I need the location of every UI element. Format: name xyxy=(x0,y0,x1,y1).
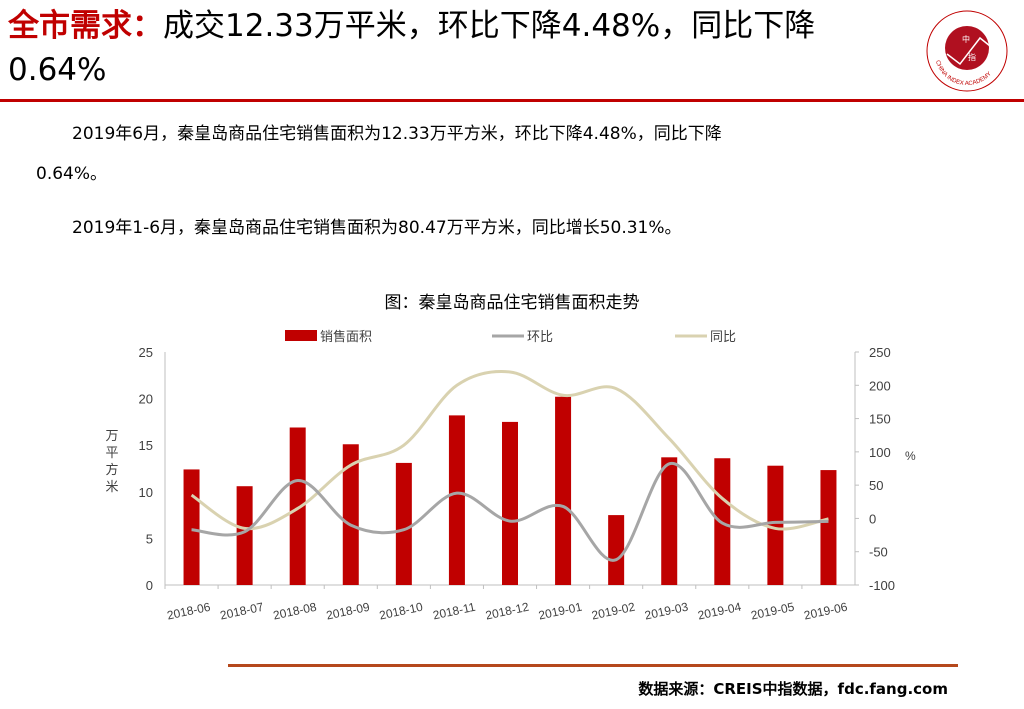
x-tick-label: 2019-01 xyxy=(537,600,583,623)
svg-text:中: 中 xyxy=(962,34,970,44)
y-tick-label: 0 xyxy=(146,578,153,593)
y-tick-label: 15 xyxy=(139,438,153,453)
title-highlight: 全市需求： xyxy=(8,8,163,44)
bar-2019-05 xyxy=(767,465,784,585)
y-tick-label: 5 xyxy=(146,531,153,546)
x-tick-label: 2019-02 xyxy=(590,600,636,623)
x-tick-label: 2018-07 xyxy=(219,600,265,623)
paragraph-1-cont: 0.64%。 xyxy=(36,164,108,184)
bar-2018-09 xyxy=(342,444,359,585)
x-tick-label: 2018-11 xyxy=(432,600,477,623)
bar-2018-10 xyxy=(395,462,412,585)
legend-swatch-销售面积 xyxy=(285,330,317,341)
title-divider xyxy=(0,99,1024,102)
y2-tick-label: -50 xyxy=(869,545,888,560)
bar-2019-03 xyxy=(661,457,678,585)
y2-axis-label: % xyxy=(905,449,916,463)
title-rest: 成交12.33万平米，环比下降4.48%，同比下降0.64% xyxy=(8,8,816,88)
x-tick-label: 2018-09 xyxy=(325,600,371,623)
bar-2018-08 xyxy=(289,427,306,585)
y-axis-label-char: 米 xyxy=(105,479,118,494)
legend-label: 销售面积 xyxy=(320,329,372,344)
x-tick-label: 2019-03 xyxy=(643,600,689,623)
y-tick-label: 10 xyxy=(139,485,153,500)
paragraph-1: 2019年6月，秦皇岛商品住宅销售面积为12.33万平方米，环比下降4.48%，… xyxy=(72,124,722,144)
paragraph-2: 2019年1-6月，秦皇岛商品住宅销售面积为80.47万平方米，同比增长50.3… xyxy=(72,218,682,238)
y-axis-label-char: 方 xyxy=(105,462,118,477)
y-tick-label: 20 xyxy=(139,392,153,407)
x-tick-label: 2019-05 xyxy=(750,600,796,623)
y-axis-label-char: 平 xyxy=(105,445,118,460)
y2-tick-label: 200 xyxy=(869,378,891,393)
line-环比 xyxy=(191,462,829,562)
x-tick-label: 2018-10 xyxy=(378,600,424,623)
bar-2018-06 xyxy=(183,469,200,585)
x-tick-label: 2019-04 xyxy=(696,600,742,623)
line-同比 xyxy=(190,370,829,531)
china-index-academy-logo: 中指 CHINA INDEX ACADEMY xyxy=(926,10,1008,92)
legend-label: 环比 xyxy=(527,329,553,344)
legend-label: 同比 xyxy=(710,329,736,344)
y-axis-label-char: 万 xyxy=(105,428,118,443)
y2-tick-label: -100 xyxy=(869,578,895,593)
chart-title: 图：秦皇岛商品住宅销售面积走势 xyxy=(384,293,640,313)
x-tick-label: 2019-06 xyxy=(803,600,849,623)
bar-2018-07 xyxy=(236,486,253,585)
bar-2019-02 xyxy=(608,515,625,585)
data-source: 数据来源：CREIS中指数据，fdc.fang.com xyxy=(638,680,948,698)
x-tick-label: 2018-12 xyxy=(484,600,530,623)
bar-2018-12 xyxy=(502,421,518,585)
x-tick-label: 2018-08 xyxy=(272,600,318,623)
y2-tick-label: 150 xyxy=(869,412,891,427)
y-tick-label: 25 xyxy=(139,345,153,360)
y2-tick-label: 0 xyxy=(869,511,876,526)
svg-text:指: 指 xyxy=(968,52,976,62)
bar-2019-01 xyxy=(555,396,572,585)
y2-tick-label: 100 xyxy=(869,445,891,460)
x-tick-label: 2018-06 xyxy=(166,600,212,623)
y2-tick-label: 250 xyxy=(869,345,891,360)
footer-divider xyxy=(228,664,958,667)
slide-title: 全市需求：成交12.33万平米，环比下降4.48%，同比下降0.64% xyxy=(8,4,908,92)
bar-2019-06 xyxy=(820,470,837,585)
bar-2018-11 xyxy=(448,415,465,585)
y2-tick-label: 50 xyxy=(869,478,883,493)
